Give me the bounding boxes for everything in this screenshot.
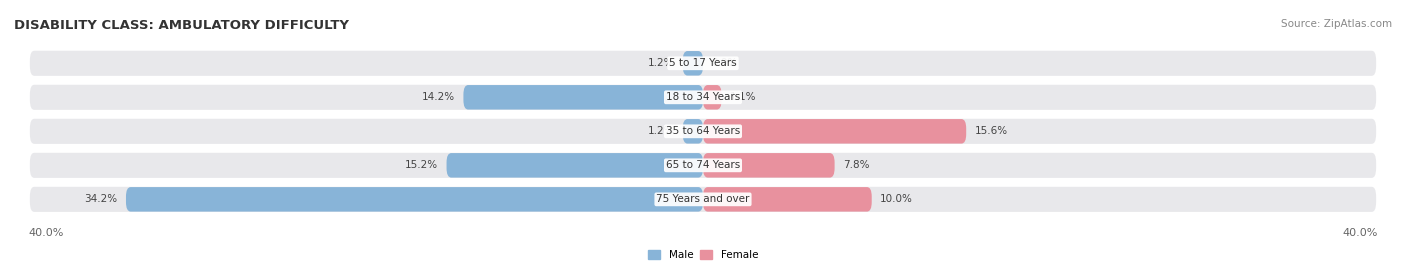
Text: 14.2%: 14.2% [422,92,456,102]
FancyBboxPatch shape [28,83,1378,111]
Text: 40.0%: 40.0% [1343,228,1378,238]
Text: 65 to 74 Years: 65 to 74 Years [666,160,740,170]
Text: 0.0%: 0.0% [711,58,738,68]
Text: Source: ZipAtlas.com: Source: ZipAtlas.com [1281,19,1392,29]
Text: 15.2%: 15.2% [405,160,439,170]
FancyBboxPatch shape [683,51,703,76]
Text: DISABILITY CLASS: AMBULATORY DIFFICULTY: DISABILITY CLASS: AMBULATORY DIFFICULTY [14,19,349,32]
Text: 1.2%: 1.2% [648,126,675,136]
FancyBboxPatch shape [464,85,703,110]
FancyBboxPatch shape [28,49,1378,77]
FancyBboxPatch shape [703,187,872,212]
FancyBboxPatch shape [703,119,966,144]
Text: 75 Years and over: 75 Years and over [657,194,749,204]
Text: 40.0%: 40.0% [28,228,63,238]
Text: 18 to 34 Years: 18 to 34 Years [666,92,740,102]
Text: 15.6%: 15.6% [974,126,1008,136]
Text: 1.2%: 1.2% [648,58,675,68]
FancyBboxPatch shape [28,151,1378,180]
Text: 34.2%: 34.2% [84,194,118,204]
Text: 7.8%: 7.8% [844,160,869,170]
FancyBboxPatch shape [28,185,1378,214]
FancyBboxPatch shape [683,119,703,144]
Text: 1.1%: 1.1% [730,92,756,102]
FancyBboxPatch shape [127,187,703,212]
Text: 5 to 17 Years: 5 to 17 Years [669,58,737,68]
Text: 10.0%: 10.0% [880,194,912,204]
FancyBboxPatch shape [703,153,835,178]
Legend: Male, Female: Male, Female [644,246,762,264]
Text: 35 to 64 Years: 35 to 64 Years [666,126,740,136]
FancyBboxPatch shape [703,85,721,110]
FancyBboxPatch shape [447,153,703,178]
FancyBboxPatch shape [28,117,1378,146]
